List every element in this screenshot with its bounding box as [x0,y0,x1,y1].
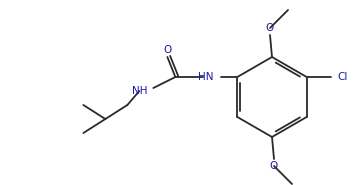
Text: HN: HN [198,72,213,82]
Text: Cl: Cl [337,72,348,82]
Text: O: O [266,23,274,33]
Text: NH: NH [132,86,147,96]
Text: O: O [270,161,278,171]
Text: O: O [163,45,172,55]
